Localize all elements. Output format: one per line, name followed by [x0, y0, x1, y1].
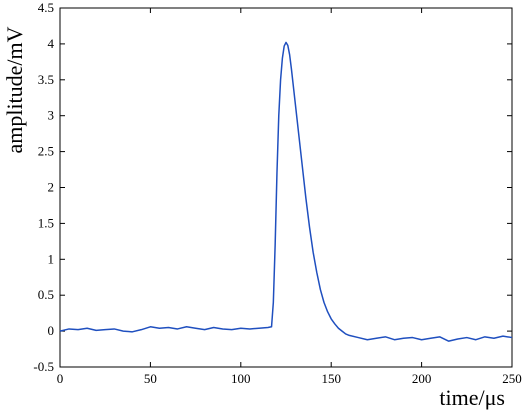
- x-axis-title: time/μs: [439, 385, 505, 410]
- y-tick-label: 3: [48, 108, 55, 123]
- y-tick-label: 1: [48, 251, 55, 266]
- plot-frame: [59, 7, 513, 368]
- x-tick-label: 50: [144, 371, 157, 386]
- x-tick-label: 100: [231, 371, 251, 386]
- y-tick-label: 3.5: [38, 72, 54, 87]
- x-tick-label: 250: [502, 371, 522, 386]
- y-tick-label: 4: [48, 36, 55, 51]
- y-tick-label: 2: [48, 180, 55, 195]
- y-tick-label: -0.5: [33, 359, 54, 374]
- y-tick-label: 1.5: [38, 215, 54, 230]
- x-tick-label: 200: [412, 371, 432, 386]
- axis-ticks: [59, 7, 513, 368]
- axis-tick-labels: 0 50 100 150 200 250-0.500.511.522.533.544.5: [33, 0, 521, 386]
- y-axis-title: amplitude/mV: [2, 26, 27, 153]
- series-line: [59, 41, 513, 342]
- y-tick-label: 0.5: [38, 287, 54, 302]
- x-tick-label: 150: [321, 371, 341, 386]
- y-tick-label: 4.5: [38, 0, 54, 15]
- y-tick-label: 2.5: [38, 144, 54, 159]
- y-tick-label: 0: [48, 323, 55, 338]
- x-tick-label: 0: [57, 371, 64, 386]
